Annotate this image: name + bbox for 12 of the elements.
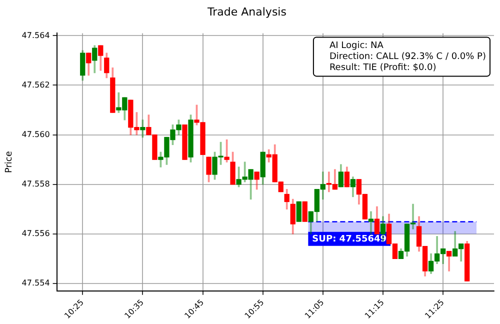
y-tick-label: 47.558 — [22, 179, 50, 188]
annotation: AI Logic: NA — [329, 41, 384, 52]
ref-line-label: SUP: 47.55649 — [312, 234, 387, 244]
chart-title: Trade Analysis — [206, 5, 287, 18]
y-tick-label: 47.556 — [22, 228, 50, 238]
annotation: Result: TIE (Profit: $0.0) — [329, 63, 436, 74]
y-tick-label: 47.554 — [22, 278, 50, 288]
y-tick-label: 47.562 — [22, 80, 50, 90]
y-tick-label: 47.564 — [22, 30, 50, 40]
y-tick-label: 47.560 — [22, 130, 50, 139]
annotation: Direction: CALL (92.3% C / 0.0% P) — [329, 52, 486, 62]
y-axis-title: Price — [4, 150, 15, 174]
